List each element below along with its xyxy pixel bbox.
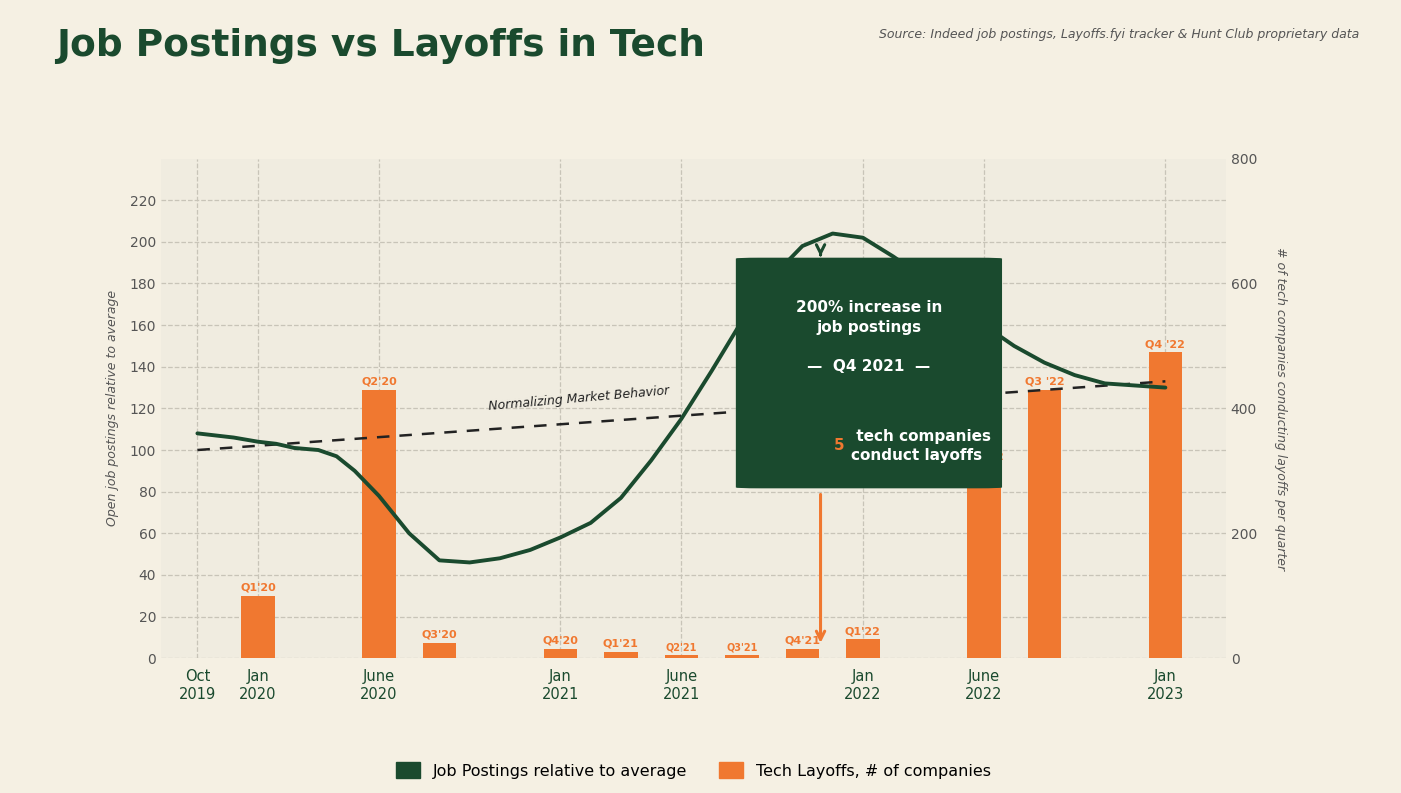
Text: 200% increase in
job postings: 200% increase in job postings [796, 300, 941, 335]
Bar [726, 655, 758, 658]
Text: Job Postings vs Layoffs in Tech: Job Postings vs Layoffs in Tech [56, 28, 705, 63]
Legend: Job Postings relative to average, Tech Layoffs, # of companies: Job Postings relative to average, Tech L… [389, 756, 998, 785]
Bar [604, 652, 637, 658]
FancyBboxPatch shape [736, 258, 1002, 488]
Text: Q4'21: Q4'21 [785, 636, 821, 646]
Text: Q3 '22: Q3 '22 [1024, 377, 1065, 386]
Text: Q2'20: Q2'20 [361, 377, 396, 386]
Text: Q2'21: Q2'21 [665, 643, 698, 653]
Text: Q4 '22: Q4 '22 [1146, 339, 1185, 349]
Bar [1028, 389, 1061, 658]
Bar [786, 649, 820, 658]
Bar [967, 465, 1000, 658]
Bar [544, 649, 577, 658]
Text: Q1'20: Q1'20 [240, 583, 276, 592]
Bar [423, 642, 457, 658]
Text: Normalizing Market Behavior: Normalizing Market Behavior [488, 385, 670, 413]
Text: Q1'21: Q1'21 [602, 639, 639, 649]
Text: Source: Indeed job postings, Layoffs.fyi tracker & Hunt Club proprietary data: Source: Indeed job postings, Layoffs.fyi… [878, 28, 1359, 40]
Y-axis label: Open job postings relative to average: Open job postings relative to average [105, 290, 119, 527]
Text: tech companies
conduct layoffs: tech companies conduct layoffs [850, 429, 991, 462]
Text: Q2 '22: Q2 '22 [964, 451, 1003, 462]
Bar [664, 655, 698, 658]
Bar [241, 596, 275, 658]
Text: Q4'20: Q4'20 [542, 636, 579, 646]
Bar [363, 389, 395, 658]
Y-axis label: # of tech companies conducting layoffs per quarter: # of tech companies conducting layoffs p… [1274, 247, 1286, 570]
Text: Q3'21: Q3'21 [726, 643, 758, 653]
Text: Q3'20: Q3'20 [422, 630, 457, 639]
Text: Q1'22: Q1'22 [845, 626, 881, 636]
Bar [1149, 352, 1182, 658]
Bar [846, 639, 880, 658]
Text: —  Q4 2021  —: — Q4 2021 — [807, 359, 930, 374]
Text: 5: 5 [834, 439, 845, 454]
